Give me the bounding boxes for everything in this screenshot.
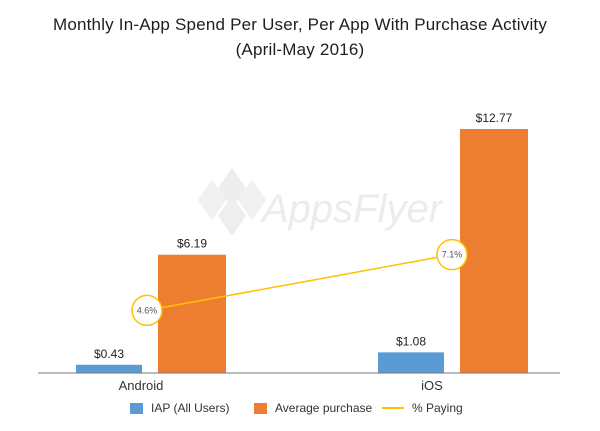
bar-value-label: $1.08 (396, 334, 426, 348)
pct-paying-label: 4.6% (137, 305, 158, 315)
legend-swatch (130, 403, 143, 414)
category-label-ios: iOS (421, 378, 443, 393)
watermark-leaf-icon (198, 180, 226, 220)
bar-value-label: $6.19 (177, 237, 207, 251)
chart-title: Monthly In-App Spend Per User, Per App W… (52, 15, 548, 34)
legend: IAP (All Users) Average purchase % Paying (130, 401, 463, 415)
bar-android-avg-purchase (158, 254, 226, 373)
legend-label: Average purchase (275, 401, 373, 415)
pct-paying-line (146, 253, 453, 312)
appsflyer-watermark-logo: AppsFlyer (198, 168, 444, 236)
bar-value-label: $0.43 (94, 347, 124, 361)
labels-layer: $0.43 $6.19 Android $1.08 $12.77 iOS (94, 111, 513, 393)
pct-paying-marker (436, 238, 468, 271)
watermark-leaf-icon (218, 168, 246, 208)
bar-ios-avg-purchase (460, 129, 528, 373)
pct-paying-label: 7.1% (442, 250, 463, 260)
bars-layer (76, 129, 528, 373)
legend-label: % Paying (412, 401, 463, 415)
pct-line-layer: 4.6% 7.1% (131, 238, 468, 327)
chart-subtitle: (April-May 2016) (235, 40, 365, 59)
bar-ios-iap (378, 352, 444, 373)
bar-value-label: $12.77 (476, 111, 513, 125)
bar-android-iap (76, 364, 142, 373)
watermark-text: AppsFlyer (260, 187, 444, 231)
watermark-leaf-icon (218, 196, 246, 236)
legend-swatch (254, 403, 267, 414)
legend-avg-purchase: Average purchase (254, 401, 373, 415)
legend-iap: IAP (All Users) (130, 401, 229, 415)
pct-paying-marker (131, 294, 163, 327)
category-label-android: Android (119, 378, 164, 393)
watermark-leaf-icon (238, 180, 266, 220)
legend-label: IAP (All Users) (151, 401, 229, 415)
legend-pct-paying: % Paying (382, 401, 463, 415)
